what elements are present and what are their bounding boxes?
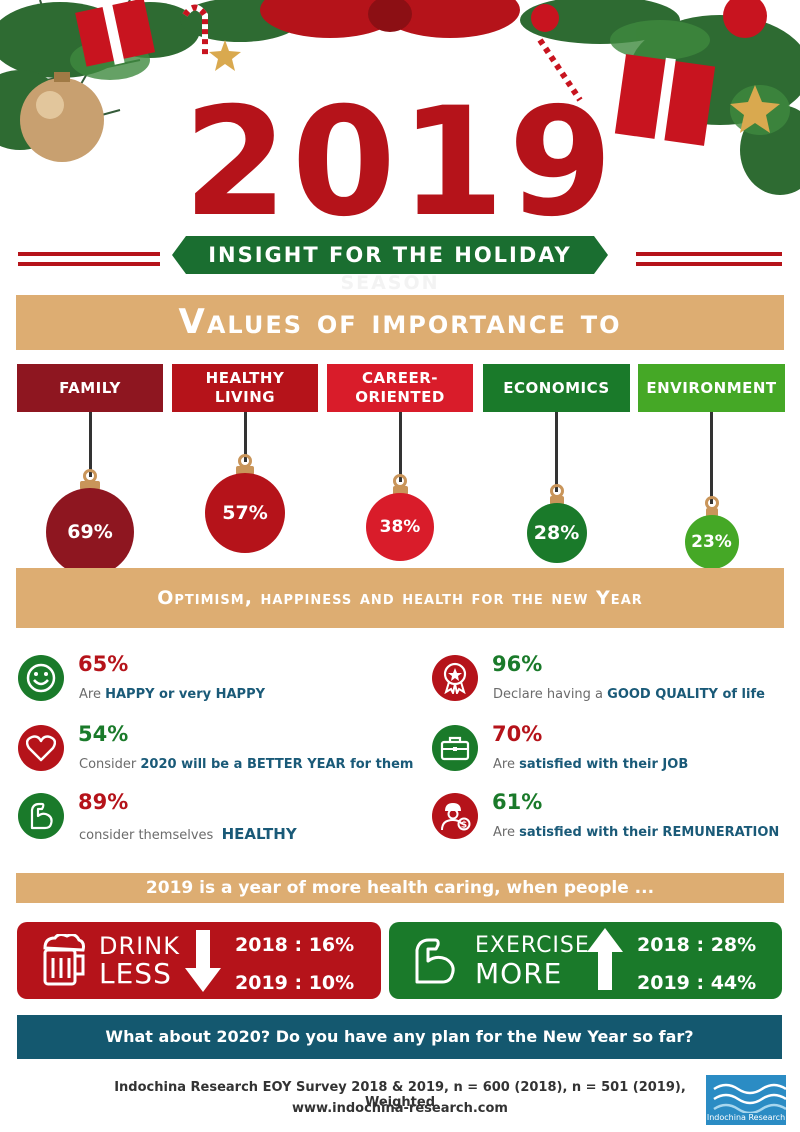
ornament-percent: 23% [691, 532, 732, 552]
stat-description-text: Are [493, 757, 520, 772]
ornament-ball-5: 23% [684, 515, 739, 569]
stat-percent: 89% [78, 790, 129, 814]
award-icon [432, 655, 478, 701]
ornament-cap [80, 481, 100, 490]
source-note: Indochina Research EOY Survey 2018 & 201… [114, 1080, 686, 1110]
subtitle-overflow: SEASON [340, 272, 440, 294]
more-word: MORE [475, 957, 563, 990]
exercise-word: EXERCISE [475, 933, 590, 958]
stat-percent: 70% [492, 722, 543, 746]
ornament-string [710, 412, 713, 504]
less-word: LESS [99, 957, 172, 990]
subtitle-ribbon [172, 236, 608, 274]
drink-word: DRINK [99, 932, 180, 960]
briefcase-icon [432, 725, 478, 771]
ornament-percent: 38% [379, 517, 421, 537]
stat-description: consider themselves HEALTHY [79, 825, 297, 843]
ornament-cap [705, 508, 718, 517]
muscle-icon [18, 793, 64, 839]
flexed-arm-icon [415, 938, 455, 984]
stat-description-text: consider themselves [79, 828, 222, 843]
heart-icon [18, 725, 64, 771]
worker-money-icon: $ [432, 793, 478, 839]
arrow-down-icon [185, 930, 221, 992]
values-title: Values of importance to [16, 295, 784, 350]
stat-description: Are satisfied with their REMUNERATION [493, 825, 779, 840]
company-logo: Indochina Research [706, 1075, 787, 1125]
cta-banner: What about 2020? Do you have any plan fo… [17, 1015, 782, 1059]
ornament-cap [236, 466, 254, 475]
stat-description-text: Are [493, 825, 520, 840]
logo-text: Indochina Research [706, 1113, 786, 1122]
exercise-more-panel: EXERCISE MORE 2018 : 28% 2019 : 44% [389, 922, 782, 999]
health-title: 2019 is a year of more health caring, wh… [16, 873, 784, 903]
ornament-percent: 57% [222, 502, 268, 524]
stat-percent: 54% [78, 722, 129, 746]
stat-percent: 61% [492, 790, 543, 814]
stat-highlight: 2020 will be a BETTER YEAR for them [140, 757, 414, 772]
smiley-icon [18, 655, 64, 701]
stat-highlight: GOOD QUALITY of life [607, 687, 765, 702]
drink-less-panel: DRINK LESS 2018 : 16% 2019 : 10% [17, 922, 381, 999]
exercise-2018: 2018 : 28% [637, 934, 757, 956]
ornament-string [398, 412, 402, 482]
ornament-ball-1: 69% [46, 488, 134, 576]
stat-description-text: Declare having a [493, 687, 608, 702]
stat-description: Declare having a GOOD QUALITY of life [493, 687, 765, 702]
stat-highlight: satisfied with their JOB [519, 757, 689, 772]
value-label-2: HEALTHY LIVING [172, 364, 318, 412]
stat-description: Consider 2020 will be a BETTER YEAR for … [79, 757, 413, 772]
header-stripe-left [18, 252, 160, 256]
header-stripe-left [18, 262, 160, 266]
subtitle: INSIGHT FOR THE HOLIDAY [208, 243, 572, 267]
stat-description-text: Consider [79, 757, 141, 772]
stat-description: Are HAPPY or very HAPPY [79, 687, 265, 702]
ornament-ball-3: 38% [366, 493, 434, 561]
ornament-string [555, 412, 558, 492]
drink-2018: 2018 : 16% [235, 934, 355, 956]
beer-mug-icon [43, 934, 85, 986]
exercise-2019: 2019 : 44% [637, 972, 757, 994]
header-stripe-right [636, 252, 782, 256]
optimism-title: Optimism, happiness and health for the n… [16, 568, 784, 628]
ornament-ball-2: 57% [205, 473, 285, 553]
arrow-up-icon [587, 928, 623, 990]
year-title: 2019 [183, 76, 617, 250]
stat-description: Are satisfied with their JOB [493, 757, 688, 772]
stat-percent: 65% [78, 652, 129, 676]
stat-highlight: HAPPY or very HAPPY [105, 687, 266, 702]
holiday-decoration [0, 0, 800, 300]
ornament-percent: 28% [533, 522, 580, 544]
ornament-cap [392, 486, 408, 495]
stat-highlight: satisfied with their REMUNERATION [519, 825, 780, 840]
value-label-4: ECONOMICS [483, 364, 630, 412]
header-stripe-right [636, 262, 782, 266]
svg-text:$: $ [461, 821, 467, 831]
ornament-string [88, 412, 92, 477]
value-label-5: ENVIRONMENT [638, 364, 785, 412]
drink-2019: 2019 : 10% [235, 972, 355, 994]
ornament-percent: 69% [67, 521, 113, 543]
source-url[interactable]: www.indochina-research.com [292, 1101, 508, 1116]
stat-description-text: Are [79, 687, 106, 702]
value-label-1: FAMILY [17, 364, 163, 412]
ornament-string [243, 412, 247, 462]
stat-percent: 96% [492, 652, 543, 676]
ornament-cap [549, 496, 564, 505]
value-label-3: CAREER- ORIENTED [327, 364, 473, 412]
ornament-ball-4: 28% [526, 503, 587, 563]
stat-highlight: HEALTHY [221, 825, 297, 843]
